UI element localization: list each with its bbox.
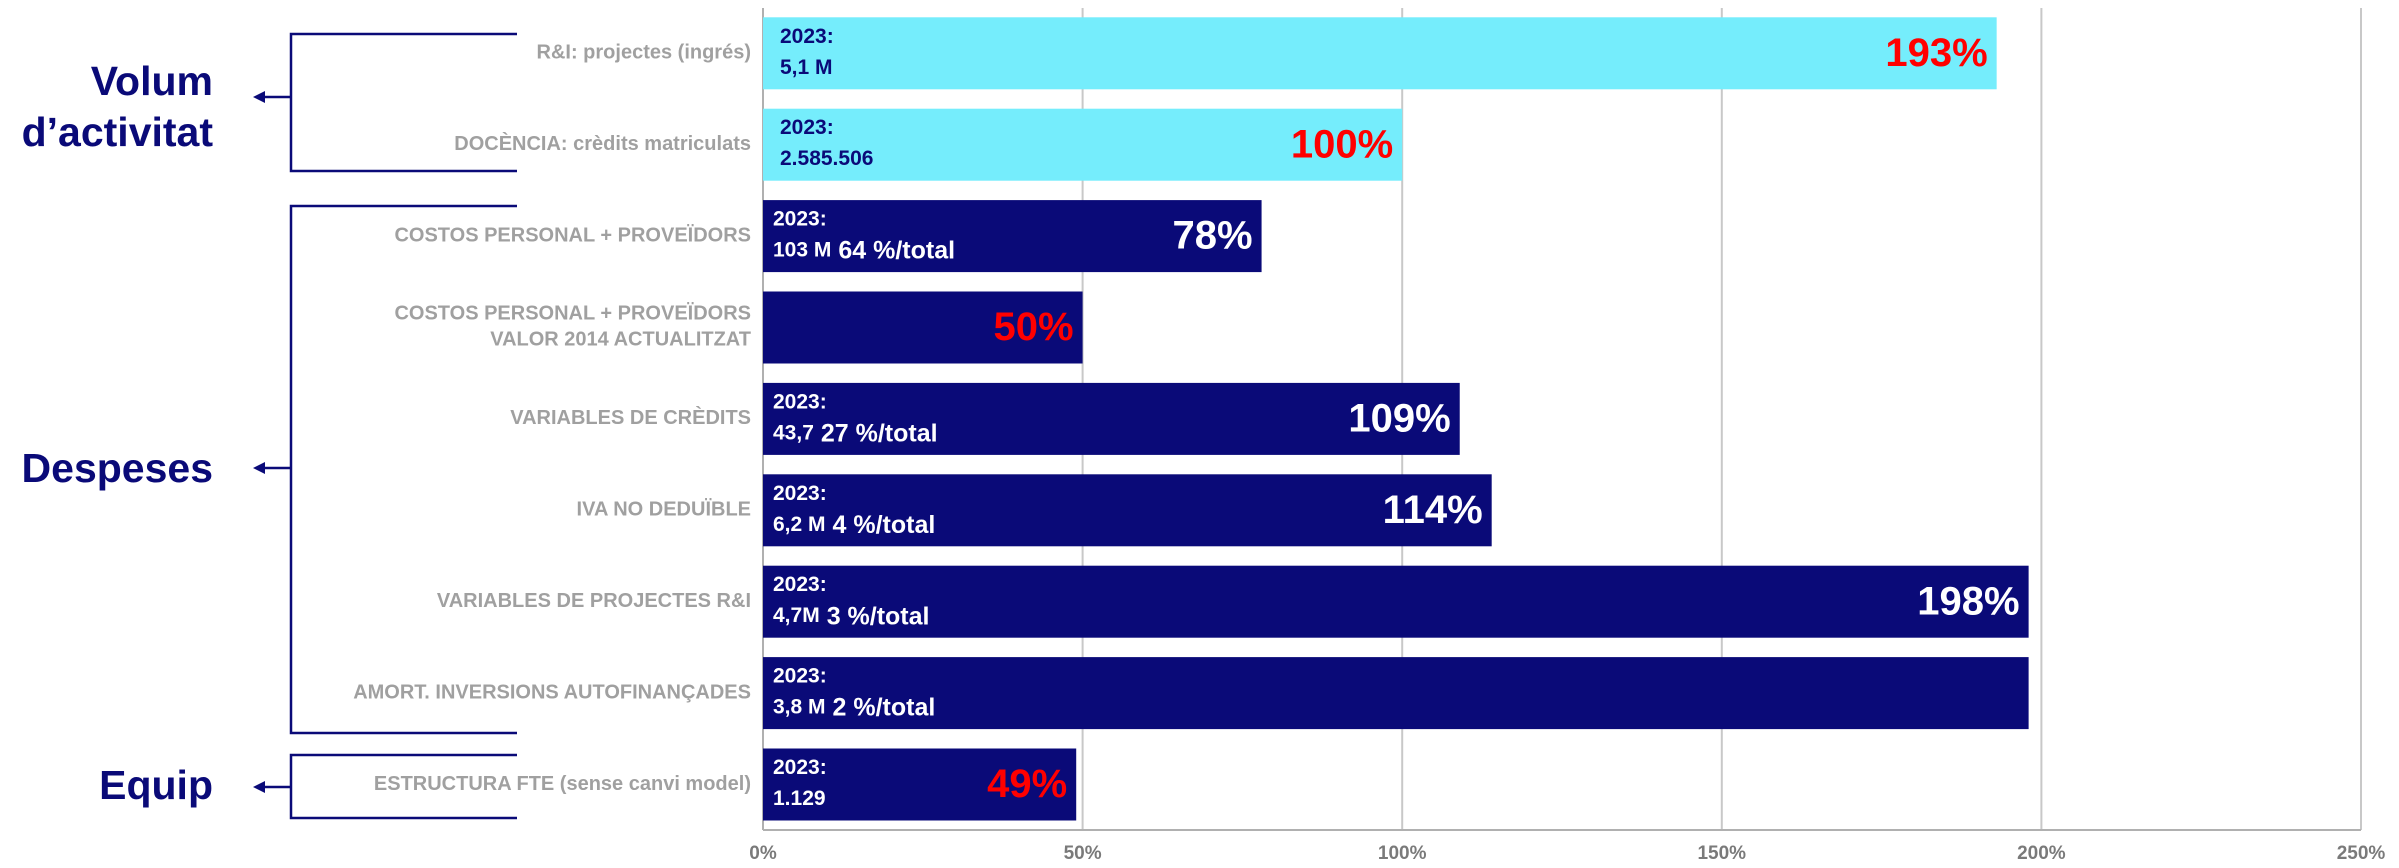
value-label: 198%: [1917, 579, 2019, 623]
bracket: [289, 204, 517, 735]
x-tick-label: 250%: [2337, 843, 2386, 864]
bar-note: 4 %/total: [833, 511, 936, 539]
bar-note: 2023:: [773, 208, 827, 231]
category-label: VARIABLES DE PROJECTES R&I: [437, 590, 751, 612]
category-label: ESTRUCTURA FTE (sense canvi model): [374, 773, 751, 795]
value-label: 109%: [1348, 396, 1450, 440]
bar-note: 2 %/total: [833, 694, 936, 722]
value-label: 100%: [1291, 122, 1393, 166]
bar: [763, 382, 1460, 455]
bar-note: 5,1 M: [780, 56, 833, 79]
category-label: COSTOS PERSONAL + PROVEÏDORS VALOR 2014 A…: [394, 302, 751, 351]
category-label: VARIABLES DE CRÈDITS: [510, 406, 751, 429]
value-label: 49%: [987, 762, 1067, 806]
group-label: d’activitat: [22, 109, 214, 155]
value-label: 193%: [1885, 31, 1987, 75]
bar-note: 43,7: [773, 421, 814, 444]
bar-note: 2023:: [773, 573, 827, 596]
bar-note: 3,8 M: [773, 696, 826, 719]
bar-note: 2023:: [773, 665, 827, 688]
bar-note: 3 %/total: [827, 602, 930, 630]
bar-note: 2.585.506: [780, 147, 873, 170]
bar: [763, 657, 2029, 730]
value-label: 50%: [994, 305, 1074, 349]
bar-note: 2023:: [780, 25, 834, 48]
bar: [763, 748, 1077, 821]
bar: [763, 108, 1403, 181]
bar-note: 4,7M: [773, 604, 820, 627]
value-label: 78%: [1173, 214, 1253, 258]
bar-note: 27 %/total: [821, 420, 938, 448]
arrow-head: [253, 781, 265, 793]
group-label: Equip: [99, 762, 213, 808]
x-tick-label: 100%: [1378, 843, 1427, 864]
value-label: 114%: [1383, 488, 1483, 532]
category-label: IVA NO DEDUÏBLE: [577, 498, 751, 521]
bar-note: 103 M: [773, 239, 831, 262]
category-label: DOCÈNCIA: crèdits matriculats: [454, 132, 751, 155]
arrow-head: [253, 462, 265, 474]
bar-note: 2023:: [773, 390, 827, 413]
x-tick-label: 200%: [2017, 843, 2066, 864]
bar-note: 2023:: [773, 482, 827, 505]
x-tick-label: 0%: [749, 843, 777, 864]
group-label: Volum: [91, 58, 213, 104]
bar: [763, 291, 1083, 364]
arrow-head: [253, 91, 265, 103]
bar-note: 1.129: [773, 787, 826, 810]
group-brackets: [253, 32, 517, 820]
bar: [763, 474, 1492, 547]
category-label: COSTOS PERSONAL + PROVEÏDORS: [394, 223, 751, 246]
bracket: [289, 32, 517, 173]
category-label: AMORT. INVERSIONS AUTOFINANÇADES: [353, 681, 751, 703]
group-label: Despeses: [22, 445, 213, 491]
bar: [763, 200, 1262, 273]
bar: [763, 17, 1997, 90]
bar-note: 6,2 M: [773, 513, 826, 536]
bar-note: 2023:: [780, 116, 834, 139]
x-tick-label: 50%: [1064, 843, 1102, 864]
category-label: R&I: projectes (ingrés): [537, 42, 751, 64]
bar-note: 2023:: [773, 756, 827, 779]
bar-note: 64 %/total: [838, 237, 955, 265]
bar: [763, 565, 2029, 638]
x-tick-label: 150%: [1697, 843, 1746, 864]
